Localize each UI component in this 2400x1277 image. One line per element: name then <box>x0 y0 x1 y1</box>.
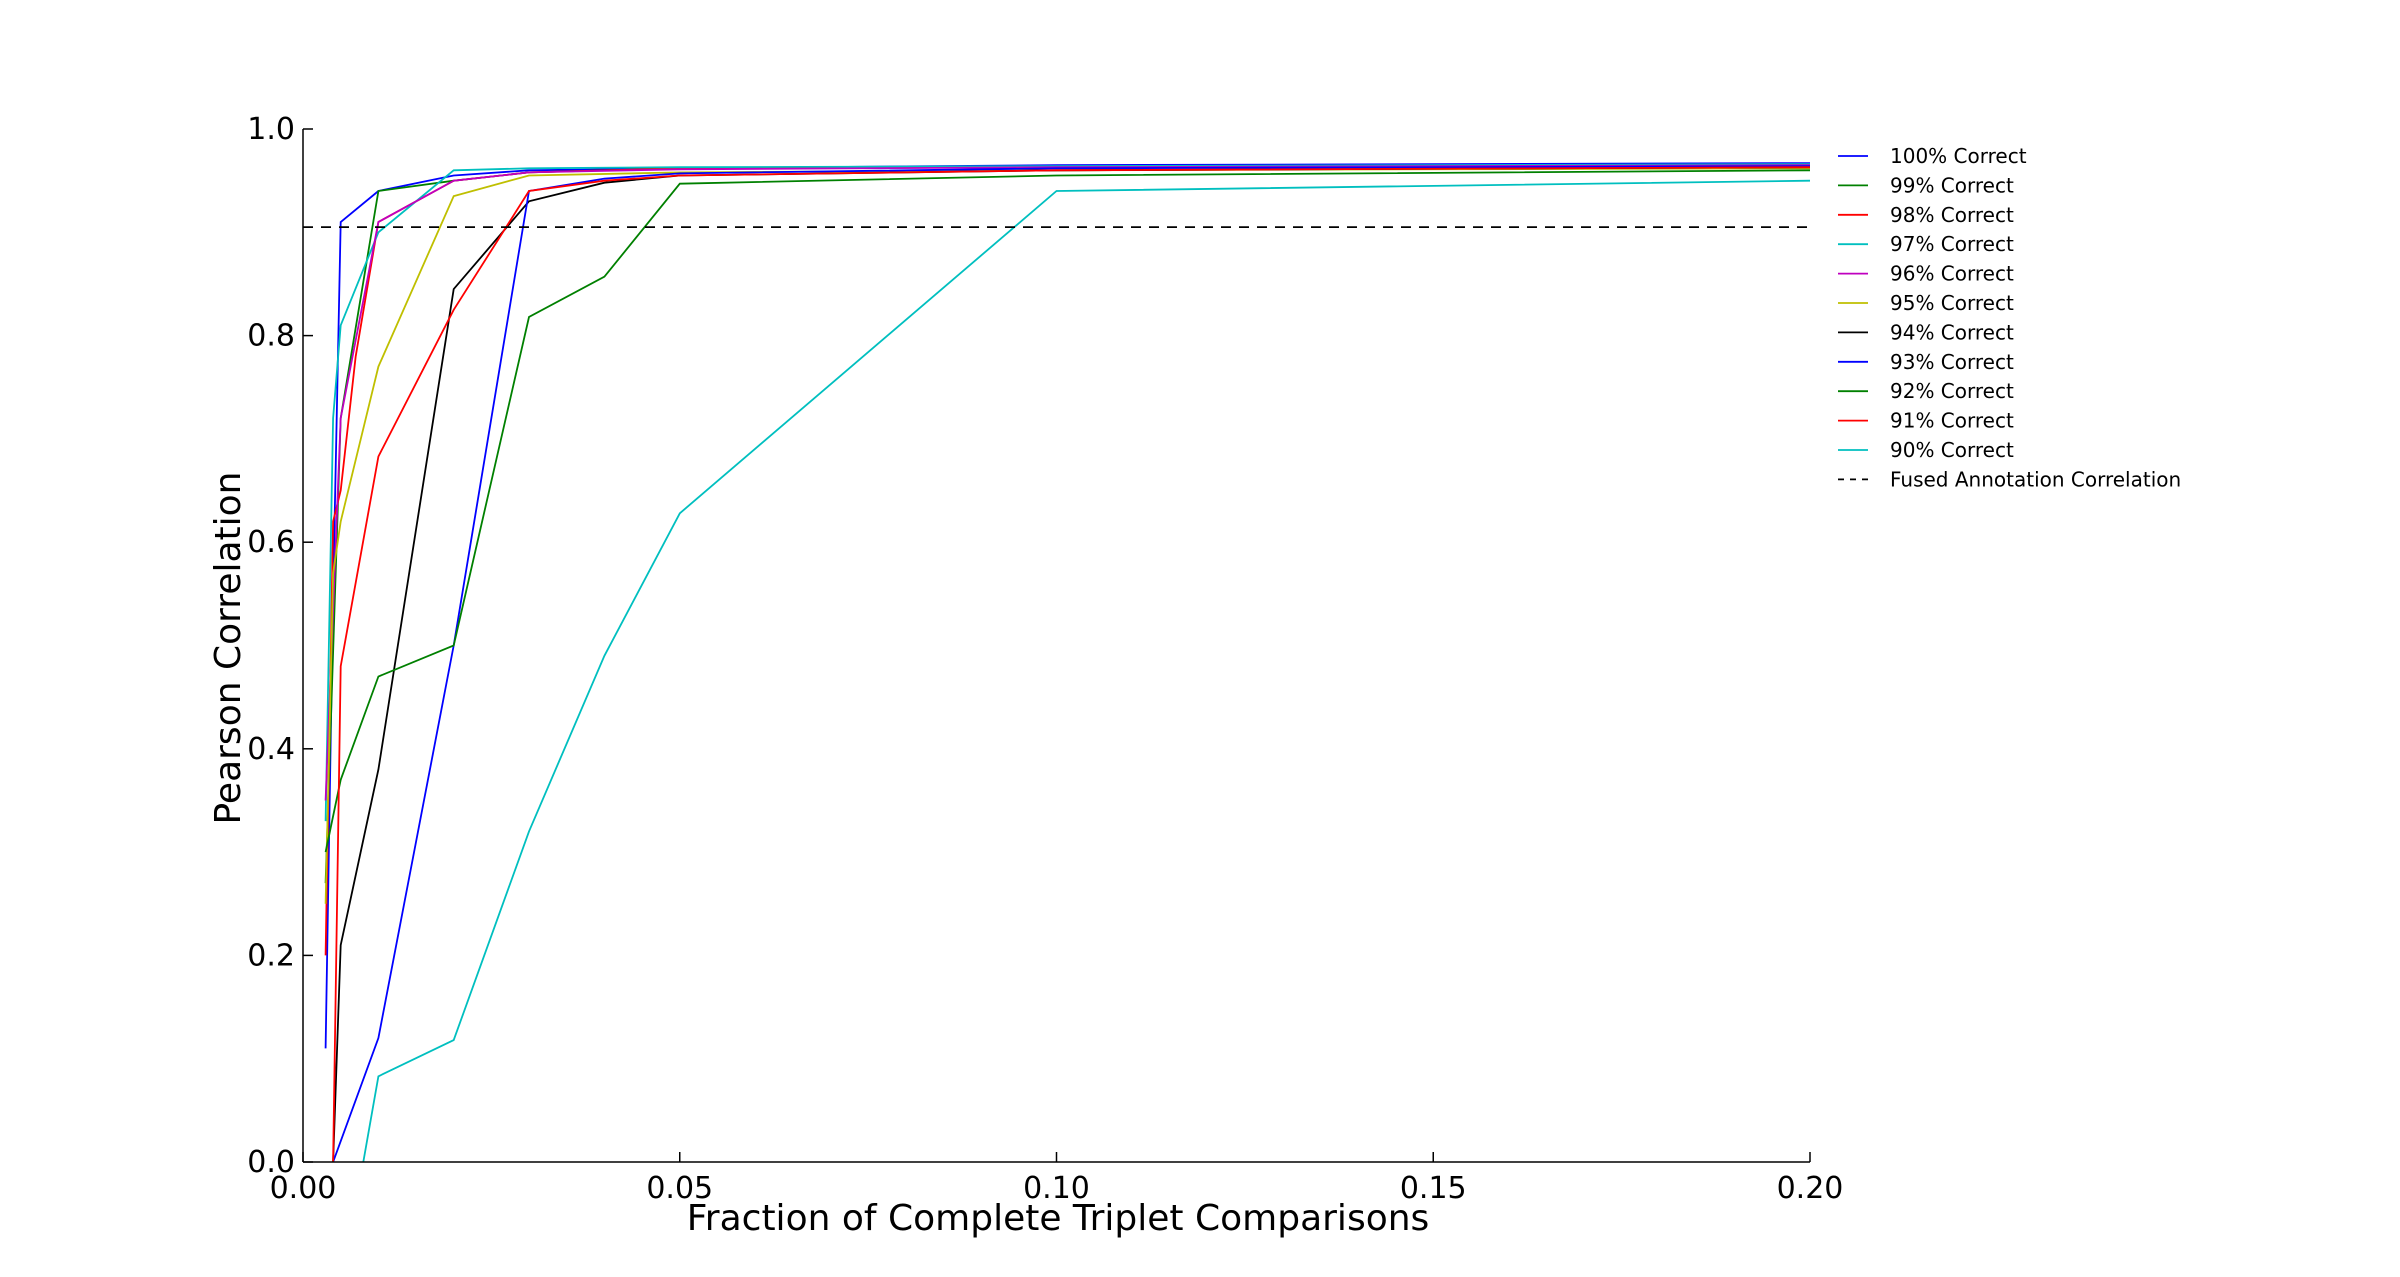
x-tick-label: 0.10 <box>1023 1171 1090 1206</box>
x-axis-title: Fraction of Complete Triplet Comparisons <box>687 1198 1430 1239</box>
legend-label: 98% Correct <box>1890 203 2014 227</box>
legend-label: 92% Correct <box>1890 379 2014 403</box>
x-tick-label: 0.20 <box>1777 1171 1844 1206</box>
legend-label: 99% Correct <box>1890 173 2014 197</box>
series-line-3 <box>324 164 1810 956</box>
legend-label: Fused Annotation Correlation <box>1890 467 2181 491</box>
x-tick-label: 0.00 <box>270 1171 337 1206</box>
legend: 100% Correct 99% Correct 98% Correct 97% Co… <box>1838 144 2181 491</box>
series-line-1 <box>324 162 1810 1049</box>
y-tick-label: 0.4 <box>247 732 295 767</box>
legend-label: 91% Correct <box>1890 409 2014 433</box>
y-tick-label: 1.0 <box>247 112 295 147</box>
series-line-2 <box>324 164 1810 884</box>
series-line-10 <box>332 166 1810 1163</box>
legend-label: 90% Correct <box>1890 438 2014 462</box>
x-tick-label: 0.05 <box>646 1171 713 1206</box>
legend-label: 94% Correct <box>1890 320 2014 344</box>
legend-label: 97% Correct <box>1890 232 2014 256</box>
legend-label: 95% Correct <box>1890 291 2014 315</box>
y-axis-title: Pearson Correlation <box>208 472 249 825</box>
series-line-8 <box>332 165 1810 1163</box>
series-line-7 <box>332 166 1810 1163</box>
plot-lines <box>303 162 1810 1163</box>
series-line-4 <box>324 163 1810 822</box>
series-line-5 <box>324 164 1810 801</box>
series-line-6 <box>324 167 1810 904</box>
y-tick-label: 0.2 <box>247 938 295 973</box>
y-tick-label: 0.0 <box>247 1145 295 1180</box>
series-line-9 <box>324 169 1810 853</box>
x-tick-label: 0.15 <box>1400 1171 1467 1206</box>
y-tick-label: 0.6 <box>247 525 295 560</box>
legend-label: 96% Correct <box>1890 262 2014 286</box>
y-tick-label: 0.8 <box>247 319 295 354</box>
axes: 0.00 0.05 0.10 0.15 0.20 0.0 0.2 0.4 0.6 0.8 1.0 <box>247 112 1843 1206</box>
series-line-11 <box>362 179 1810 1163</box>
legend-label: 93% Correct <box>1890 350 2014 374</box>
legend-label: 100% Correct <box>1890 144 2027 168</box>
